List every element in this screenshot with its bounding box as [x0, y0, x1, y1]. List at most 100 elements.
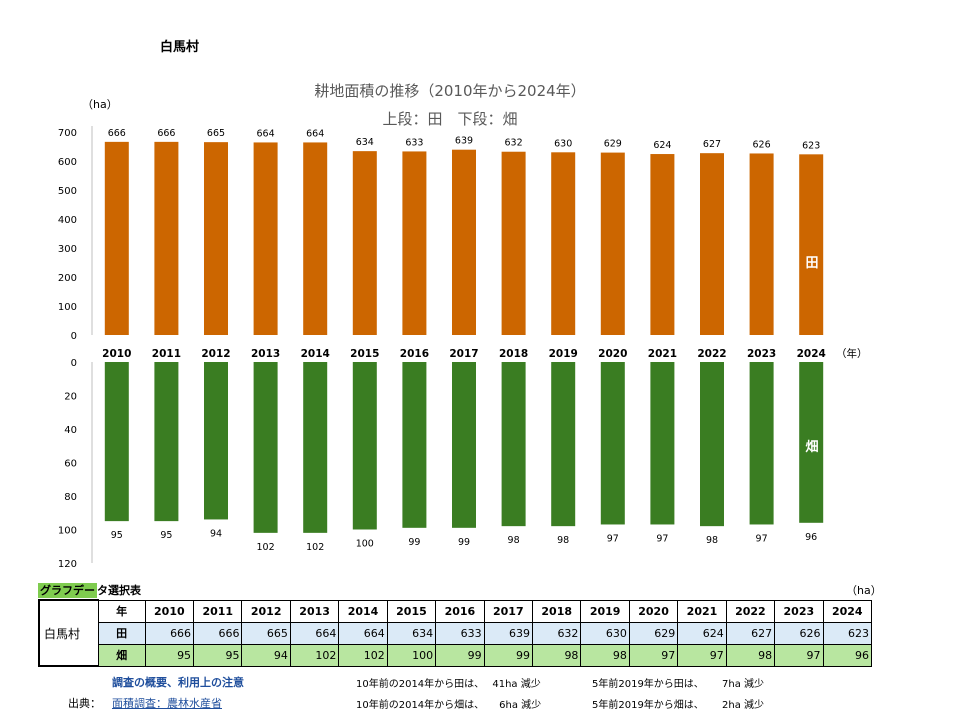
field-bar [204, 362, 228, 520]
rice-value-label: 664 [257, 128, 275, 139]
table-rice-cell: 664 [338, 621, 388, 645]
field-value-label: 98 [508, 535, 520, 546]
table-field-cell: 94 [241, 643, 291, 667]
table-year-cell: 2013 [289, 599, 340, 623]
field-bar [253, 362, 278, 533]
table-rice-cell: 664 [289, 621, 340, 645]
table-field-cell: 95 [144, 643, 195, 667]
table-rice-cell: 639 [483, 621, 534, 645]
data-table: 白馬村 年 2010 2011 2012 2013 2014 2015 2016 2017 20… [37, 599, 873, 667]
x-tick-label: 2010 [102, 348, 131, 360]
table-year-cell: 2012 [241, 599, 291, 623]
village-title: 白馬村 [160, 40, 200, 55]
notes-link[interactable]: 調査の概要、利用上の注意 [112, 676, 244, 689]
field-10y-change: 10年前の2014年から畑は、 6ha 減少 [356, 700, 542, 711]
field-bar [799, 362, 824, 523]
table-field-cell: 97 [774, 643, 824, 667]
field-series-label: 畑 [805, 440, 818, 455]
field-value-label: 95 [160, 530, 172, 541]
table-field-cell: 99 [435, 643, 485, 667]
rice-value-label: 666 [157, 128, 175, 139]
table-rice-cell: 666 [193, 621, 243, 645]
field-value-label: 97 [656, 533, 668, 544]
rice-bar [253, 142, 278, 335]
x-tick-label: 2016 [400, 348, 429, 360]
field-value-label: 99 [458, 537, 470, 548]
x-tick-label: 2014 [301, 348, 330, 360]
table-field-cell: 98 [725, 643, 776, 667]
x-tick-label: 2013 [251, 348, 280, 360]
table-field-cell: 99 [483, 643, 534, 667]
rice-value-label: 666 [108, 128, 126, 139]
field-bar [303, 362, 328, 533]
upper-y-tick-label: 700 [58, 128, 77, 139]
rice-bar [402, 151, 427, 335]
table-field-cell: 97 [677, 643, 727, 667]
x-tick-label: 2019 [549, 348, 578, 360]
field-bar [700, 362, 724, 527]
rice-value-label: 626 [753, 139, 771, 150]
table-year-cell: 2011 [193, 599, 243, 623]
upper-y-tick-label: 300 [58, 244, 77, 255]
rice-row: 田 666 666 665 664 664 634 633 639 632 630 629 624 62… [39, 621, 873, 645]
table-year-cell: 2023 [774, 599, 824, 623]
rice-bar [303, 142, 328, 335]
rice-value-label: 627 [703, 139, 721, 150]
field-value-label: 98 [706, 535, 718, 546]
table-field-cell: 97 [628, 643, 679, 667]
rice-value-label: 629 [604, 139, 622, 150]
field-bar [749, 362, 774, 525]
rice-bar [749, 153, 774, 335]
table-field-cell: 98 [580, 643, 630, 667]
x-tick-label: 2015 [350, 348, 379, 360]
field-value-label: 100 [356, 539, 374, 550]
table-year-cell: 2019 [580, 599, 630, 623]
rice-value-label: 623 [802, 140, 820, 151]
lower-y-tick-label: 40 [64, 425, 77, 436]
field-bar [402, 362, 427, 528]
rice-bar [700, 153, 724, 335]
table-rice-cell: 634 [386, 621, 437, 645]
field-value-label: 97 [607, 533, 619, 544]
graph-data-label-highlight: グラフデー [38, 583, 97, 598]
table-year-cell: 2015 [386, 599, 437, 623]
x-tick-label: 2023 [747, 348, 776, 360]
table-rice-cell: 626 [774, 621, 824, 645]
table-year-cell: 2022 [725, 599, 776, 623]
field-value-label: 102 [306, 542, 324, 553]
table-rice-cell: 627 [725, 621, 776, 645]
lower-y-tick-label: 100 [58, 526, 77, 537]
field-bar [650, 362, 675, 525]
field-bar [501, 362, 526, 527]
x-tick-label: 2017 [449, 348, 478, 360]
table-year-cell: 2024 [822, 599, 873, 623]
table-field-cell: 102 [338, 643, 388, 667]
field-bar [104, 362, 129, 522]
table-rice-cell: 666 [144, 621, 195, 645]
field-value-label: 99 [408, 537, 420, 548]
table-year-cell: 2016 [435, 599, 485, 623]
table-rice-cell: 624 [677, 621, 727, 645]
rice-5y-change: 5年前2019年から田は、 7ha 減少 [592, 679, 764, 690]
table-field-cell: 102 [289, 643, 340, 667]
table-rice-cell: 623 [822, 621, 873, 645]
table-field-cell: 95 [193, 643, 243, 667]
rice-bar [352, 151, 377, 335]
graph-data-select-label: グラフデー タ選択表 [38, 582, 141, 598]
field-row: 畑 95 95 94 102 102 100 99 99 98 98 97 97 98 97 96 [39, 643, 873, 667]
rice-value-label: 665 [207, 128, 225, 139]
lower-y-tick-label: 80 [64, 492, 77, 503]
table-rice-cell: 632 [532, 621, 582, 645]
upper-y-tick-label: 100 [58, 302, 77, 313]
field-value-label: 98 [557, 535, 569, 546]
year-header: 年 [97, 599, 146, 623]
field-5y-change: 5年前2019年から畑は、 2ha 減少 [592, 700, 764, 711]
table-year-cell: 2021 [677, 599, 727, 623]
source-link[interactable]: 面積調査：農林水産省 [112, 697, 222, 710]
rice-bar [501, 151, 526, 335]
field-bar [352, 362, 377, 530]
table-field-cell: 96 [822, 643, 873, 667]
lower-y-tick-label: 120 [58, 559, 77, 570]
rice-value-label: 624 [653, 140, 671, 151]
